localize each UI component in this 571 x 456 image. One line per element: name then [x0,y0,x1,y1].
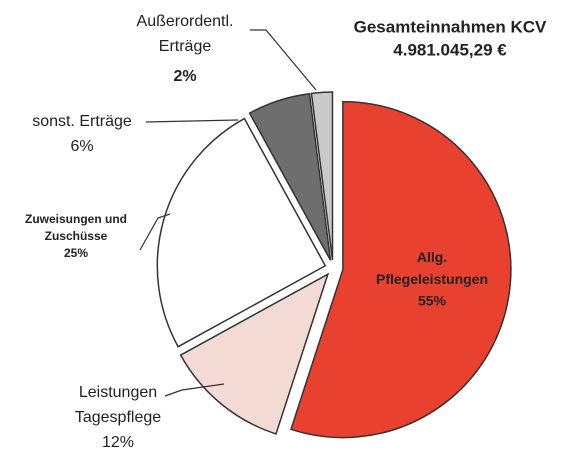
label-line: Pflegeleistungen [376,271,488,287]
leader-line [164,383,225,397]
label-line: sonst. Erträge [32,113,132,130]
value-label: 25% [64,246,88,260]
pie-slice [310,91,334,261]
leader-line [250,29,317,91]
pie-slice [248,92,332,261]
pie-slice [156,117,327,348]
slice-label: Außerordentl. Erträge [137,13,234,55]
label-line: Allg. [417,249,447,265]
pie-slice [179,272,330,435]
chart-title: Gesamteinnahmen KCV [354,17,547,36]
slice-label: Zuweisungen und Zuschüsse [25,212,127,243]
label-line: Erträge [159,38,212,55]
slice-label: Allg. Pflegeleistungen [376,249,488,287]
value-label: 55% [418,293,447,309]
label-line: Zuschüsse [45,229,108,243]
value-label: 12% [102,434,134,451]
slice-label: Leistungen Tagespflege [75,384,161,426]
label-line: Außerordentl. [137,13,234,30]
chart-subtitle: 4.981.045,29 € [393,40,507,59]
slice-label: sonst. Erträge [32,113,132,130]
label-line: Zuweisungen und [25,212,127,226]
label-line: Tagespflege [75,409,161,426]
leader-line [145,119,239,123]
pie-slice [290,100,512,439]
value-label: 6% [70,138,93,155]
leader-line [139,213,171,251]
value-label: 2% [173,68,196,85]
label-line: Leistungen [79,384,157,401]
